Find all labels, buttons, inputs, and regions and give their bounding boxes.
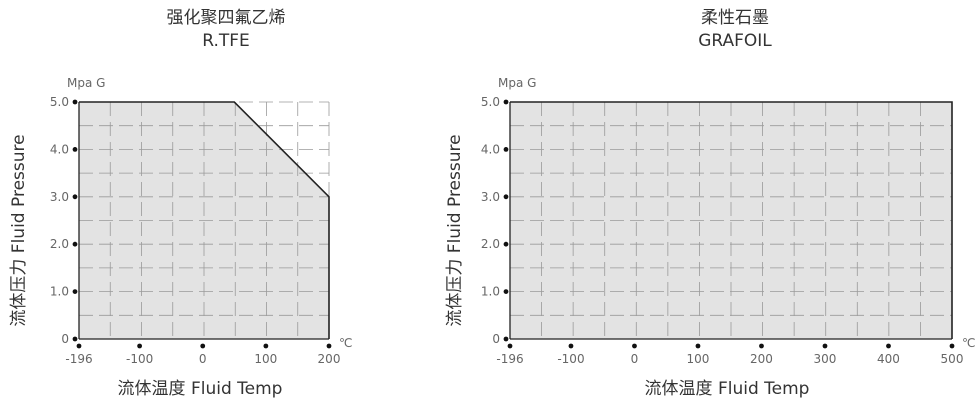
x-tick-label: -196 bbox=[65, 352, 92, 366]
x-tick-dot bbox=[886, 343, 891, 349]
y-tick-label: 5.0 bbox=[481, 95, 500, 109]
chart-subtitle: R.TFE bbox=[202, 31, 250, 51]
x-axis-title: 流体温度 Fluid Temp bbox=[118, 379, 283, 399]
y-tick-label: 2.0 bbox=[50, 237, 69, 251]
y-tick-dot bbox=[503, 241, 509, 247]
y-axis-title: 流体压力 Fluid Pressure bbox=[445, 134, 465, 326]
x-tick-dot bbox=[632, 343, 637, 349]
x-tick-label: -100 bbox=[126, 352, 153, 366]
x-tick-label: 200 bbox=[750, 352, 773, 366]
series-boundary-line bbox=[510, 101, 953, 339]
x-tick-dot bbox=[822, 343, 828, 349]
x-tick-dot bbox=[759, 343, 764, 349]
y-tick-dot bbox=[503, 147, 509, 152]
chart-title: 柔性石墨 bbox=[701, 8, 769, 28]
y-tick-label: 4.0 bbox=[481, 142, 500, 156]
y-tick-label: 3.0 bbox=[50, 190, 69, 204]
x-tick-dot bbox=[200, 343, 206, 349]
x-tick-label: 500 bbox=[941, 352, 964, 366]
x-tick-label: 100 bbox=[687, 352, 710, 366]
x-tick-label: -196 bbox=[496, 352, 523, 366]
y-tick-label: 4.0 bbox=[50, 142, 69, 156]
series-boundary-line bbox=[79, 101, 330, 339]
y-tick-dot bbox=[72, 99, 78, 105]
x-tick-dot bbox=[137, 343, 143, 349]
y-tick-label: 5.0 bbox=[50, 95, 69, 109]
y-unit-label: Mpa G bbox=[498, 76, 536, 90]
chart-rtfe: 强化聚四氟乙烯 R.TFE 0 1.0 2.0 3.0 4.0 5.0 -196 -100 0 100… bbox=[9, 8, 352, 399]
y-tick-dot bbox=[72, 241, 78, 247]
y-tick-label: 3.0 bbox=[481, 190, 500, 204]
y-tick-dot bbox=[503, 99, 509, 105]
y-tick-label: 0 bbox=[61, 332, 69, 346]
y-tick-dot bbox=[503, 336, 509, 342]
y-tick-label: 1.0 bbox=[481, 285, 500, 299]
chart-title: 强化聚四氟乙烯 bbox=[167, 8, 286, 28]
x-tick-label: 200 bbox=[318, 352, 341, 366]
x-tick-label: 0 bbox=[631, 352, 639, 366]
x-axis-title: 流体温度 Fluid Temp bbox=[645, 379, 810, 399]
x-tick-dot bbox=[326, 343, 332, 349]
y-tick-dot bbox=[72, 336, 78, 342]
chart-grafoil: 柔性石墨 GRAFOIL 0 1.0 2.0 3.0 4.0 5.0 -196 -100 0 100 2… bbox=[445, 8, 975, 399]
y-tick-label: 0 bbox=[492, 332, 500, 346]
x-unit-label: ℃ bbox=[339, 336, 352, 350]
x-tick-label: -100 bbox=[557, 352, 584, 366]
y-tick-dot bbox=[72, 147, 78, 152]
x-tick-dot bbox=[76, 343, 82, 349]
y-tick-label: 2.0 bbox=[481, 237, 500, 251]
x-tick-label: 300 bbox=[814, 352, 837, 366]
chart-subtitle: GRAFOIL bbox=[698, 31, 772, 51]
x-tick-dot bbox=[949, 343, 955, 349]
x-tick-label: 0 bbox=[199, 352, 207, 366]
x-tick-dot bbox=[507, 343, 513, 349]
y-tick-dot bbox=[503, 289, 509, 294]
y-tick-label: 1.0 bbox=[50, 285, 69, 299]
x-tick-label: 100 bbox=[254, 352, 277, 366]
x-tick-dot bbox=[695, 343, 701, 349]
y-unit-label: Mpa G bbox=[67, 76, 105, 90]
y-tick-dot bbox=[503, 194, 509, 200]
x-tick-dot bbox=[568, 343, 574, 349]
y-axis-title: 流体压力 Fluid Pressure bbox=[9, 134, 29, 326]
x-tick-label: 400 bbox=[877, 352, 900, 366]
x-unit-label: ℃ bbox=[962, 336, 975, 350]
x-tick-dot bbox=[263, 343, 269, 349]
y-tick-dot bbox=[72, 194, 78, 200]
y-tick-dot bbox=[72, 289, 78, 294]
